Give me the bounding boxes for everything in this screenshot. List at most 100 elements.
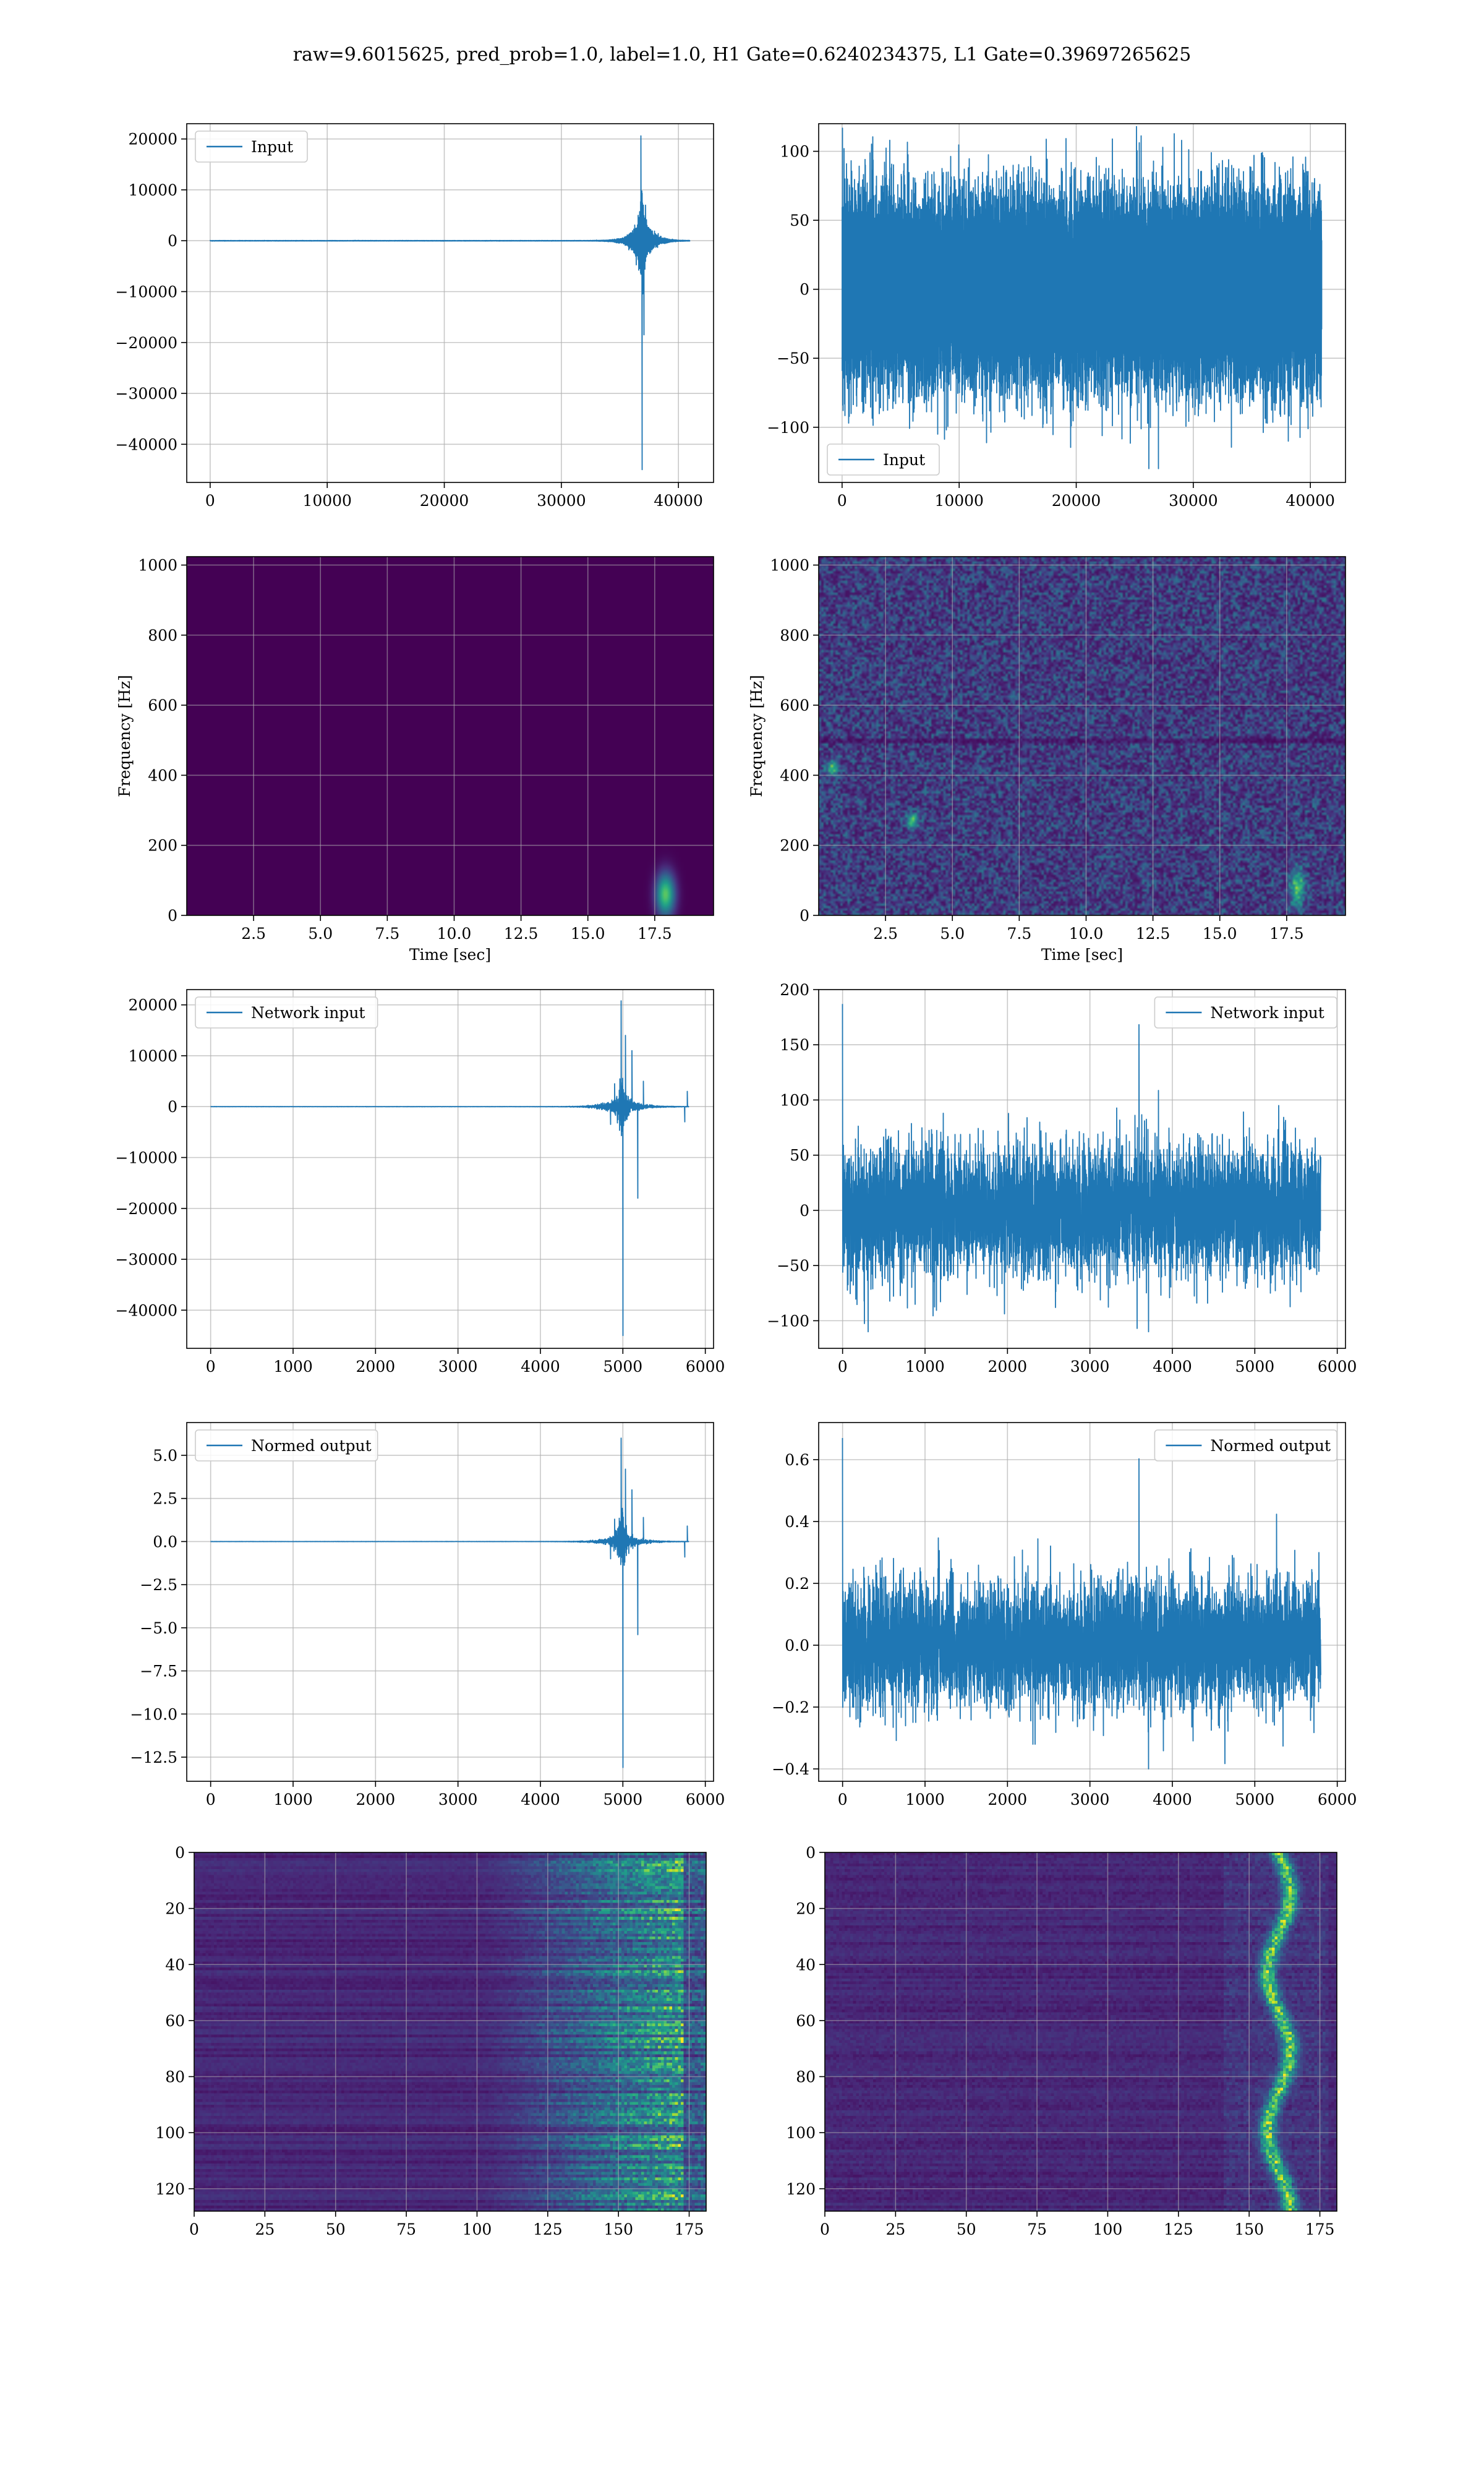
y-tick-label: 100 bbox=[780, 1091, 809, 1109]
subplot-l1-normed-output: 0 1000 2000 3000 4000 5000 6000 −0.4 −0.2 0.0 0.2 0… bbox=[772, 1422, 1357, 1808]
x-tick-label: 5000 bbox=[603, 1358, 643, 1376]
y-tick-label: −40000 bbox=[116, 1301, 177, 1319]
x-tick-label: 0 bbox=[206, 1791, 216, 1808]
y-tick-label: 20000 bbox=[128, 996, 177, 1014]
y-tick-label: −0.2 bbox=[772, 1698, 809, 1716]
x-tick-label: 7.5 bbox=[375, 925, 399, 943]
x-tick-label: 1000 bbox=[273, 1791, 313, 1808]
y-tick-label: 100 bbox=[155, 2124, 185, 2142]
y-tick-label: 0.2 bbox=[785, 1575, 809, 1593]
y-tick-label: 10000 bbox=[128, 1047, 177, 1065]
y-tick-label: 0 bbox=[168, 907, 177, 925]
x-tick-label: 175 bbox=[1305, 2220, 1335, 2238]
y-tick-label: −100 bbox=[767, 1312, 809, 1330]
x-tick-label: 17.5 bbox=[638, 925, 672, 943]
x-tick-label: 125 bbox=[533, 2220, 563, 2238]
y-tick-label: −40000 bbox=[116, 435, 177, 453]
x-tick-label: 1000 bbox=[905, 1358, 945, 1376]
x-tick-label: 30000 bbox=[537, 492, 586, 510]
legend: Normed output bbox=[1154, 1429, 1337, 1462]
y-tick-label: 0.4 bbox=[785, 1513, 809, 1531]
x-tick-label: 5000 bbox=[1235, 1358, 1275, 1376]
series-line bbox=[842, 1004, 1321, 1333]
y-tick-label: 1000 bbox=[770, 557, 809, 575]
y-tick-label: 800 bbox=[148, 627, 177, 644]
legend-box bbox=[827, 443, 940, 476]
x-tick-label: 50 bbox=[957, 2220, 976, 2238]
legend: Network input bbox=[1154, 996, 1337, 1029]
x-tick-label: 0 bbox=[837, 492, 847, 510]
legend-label: Input bbox=[883, 451, 925, 469]
x-tick-label: 10.0 bbox=[1069, 925, 1104, 943]
x-axis-label: Time [sec] bbox=[409, 946, 491, 964]
legend-box bbox=[195, 996, 378, 1029]
y-tick-label: 600 bbox=[148, 696, 177, 714]
x-tick-label: 2000 bbox=[988, 1358, 1028, 1376]
x-tick-label: 4000 bbox=[1153, 1358, 1192, 1376]
legend: Network input bbox=[195, 996, 378, 1029]
legend-box bbox=[195, 1429, 378, 1462]
series-line bbox=[210, 1437, 689, 1768]
x-tick-label: 6000 bbox=[686, 1358, 725, 1376]
subplot-h1-feature-map: 0 25 50 75 100 125 150 175 0 20 40 60 80 100 120 bbox=[155, 1844, 707, 2238]
legend-label: Normed output bbox=[251, 1437, 372, 1455]
x-tick-label: 10.0 bbox=[437, 925, 472, 943]
y-tick-label: 20 bbox=[796, 1900, 816, 1918]
figure-title: raw=9.6015625, pred_prob=1.0, label=1.0,… bbox=[293, 44, 1192, 66]
x-tick-label: 10000 bbox=[302, 492, 352, 510]
y-tick-label: 0 bbox=[806, 1844, 816, 1862]
x-tick-label: 6000 bbox=[1318, 1358, 1357, 1376]
axes-frame bbox=[818, 556, 1346, 916]
x-tick-label: 15.0 bbox=[1203, 925, 1237, 943]
x-tick-label: 0 bbox=[838, 1791, 848, 1808]
x-tick-label: 2.5 bbox=[873, 925, 898, 943]
subplot-l1-network-input: 0 1000 2000 3000 4000 5000 6000 −100 −50 0 50 100 15… bbox=[767, 981, 1357, 1376]
x-tick-label: 4000 bbox=[521, 1358, 560, 1376]
x-tick-label: 3000 bbox=[438, 1358, 478, 1376]
y-tick-label: −30000 bbox=[116, 385, 177, 403]
x-tick-label: 1000 bbox=[905, 1791, 945, 1808]
x-tick-label: 0 bbox=[206, 1358, 216, 1376]
x-tick-label: 6000 bbox=[1318, 1791, 1357, 1808]
y-tick-label: 600 bbox=[780, 696, 809, 714]
y-tick-label: 0 bbox=[800, 281, 809, 299]
x-tick-label: 25 bbox=[255, 2220, 275, 2238]
x-tick-label: 0 bbox=[205, 492, 215, 510]
x-tick-label: 30000 bbox=[1169, 492, 1218, 510]
series-line bbox=[842, 1437, 1321, 1770]
y-tick-label: 80 bbox=[165, 2068, 185, 2086]
subplot-l1-spectrogram: 2.5 5.0 7.5 10.0 12.5 15.0 17.5 0 200 400 600 800 10… bbox=[748, 556, 1346, 964]
axes-frame bbox=[818, 1422, 1346, 1782]
x-tick-label: 125 bbox=[1164, 2220, 1193, 2238]
x-tick-label: 12.5 bbox=[1136, 925, 1171, 943]
x-tick-label: 100 bbox=[1093, 2220, 1123, 2238]
legend: Normed output bbox=[195, 1429, 378, 1462]
x-tick-label: 150 bbox=[603, 2220, 633, 2238]
x-tick-label: 3000 bbox=[1070, 1791, 1110, 1808]
x-tick-label: 6000 bbox=[686, 1791, 725, 1808]
y-tick-label: −50 bbox=[777, 1257, 809, 1275]
y-tick-label: 200 bbox=[780, 981, 809, 999]
axes-frame bbox=[818, 989, 1346, 1349]
y-tick-label: −30000 bbox=[116, 1251, 177, 1269]
x-tick-label: 1000 bbox=[273, 1358, 313, 1376]
y-tick-label: 40 bbox=[796, 1956, 816, 1974]
feature-map-image bbox=[194, 1852, 706, 2211]
y-tick-label: 1000 bbox=[138, 557, 177, 575]
x-tick-label: 150 bbox=[1234, 2220, 1264, 2238]
y-tick-label: 0.0 bbox=[153, 1533, 177, 1551]
y-tick-label: 100 bbox=[780, 143, 809, 161]
x-tick-label: 17.5 bbox=[1269, 925, 1304, 943]
axes-frame bbox=[818, 123, 1346, 483]
x-tick-label: 20000 bbox=[1052, 492, 1101, 510]
x-tick-label: 0 bbox=[838, 1358, 848, 1376]
y-tick-label: −12.5 bbox=[130, 1748, 177, 1766]
y-tick-label: 0 bbox=[800, 907, 809, 925]
y-tick-label: 2.5 bbox=[153, 1490, 177, 1508]
axes-frame bbox=[186, 989, 714, 1349]
y-tick-label: 0.6 bbox=[785, 1451, 809, 1469]
y-tick-label: −7.5 bbox=[140, 1663, 177, 1680]
y-tick-label: −100 bbox=[767, 419, 809, 437]
x-axis-label: Time [sec] bbox=[1041, 946, 1123, 964]
y-tick-label: 80 bbox=[796, 2068, 816, 2086]
